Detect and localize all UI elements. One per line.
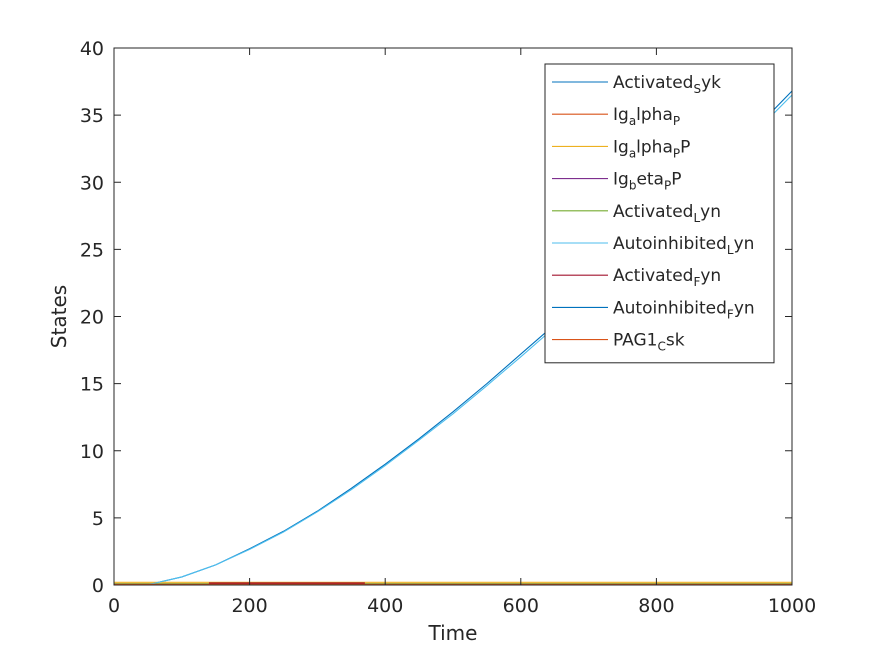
legend-text-part: yk <box>701 73 721 93</box>
x-tick-label: 200 <box>231 595 267 617</box>
y-tick-label: 10 <box>80 441 104 463</box>
legend-subscript: S <box>693 82 701 96</box>
legend-text-part: yn <box>700 202 721 222</box>
legend-text-part: yn <box>734 234 755 254</box>
x-tick-label: 1000 <box>768 595 816 617</box>
legend-subscript: F <box>693 275 700 289</box>
x-tick-label: 600 <box>503 595 539 617</box>
y-tick-label: 15 <box>80 374 104 396</box>
y-tick-label: 5 <box>92 508 104 530</box>
legend-entry-label: ActivatedLyn <box>613 202 721 225</box>
legend-entry-label: IgalphaP <box>613 105 680 128</box>
legend-subscript: a <box>629 114 636 128</box>
legend-subscript: C <box>657 340 665 354</box>
y-tick-label: 25 <box>80 239 104 261</box>
x-tick-label: 400 <box>367 595 403 617</box>
legend-entry-label: AutoinhibitedFyn <box>613 298 755 321</box>
legend-text-part: yn <box>734 298 755 318</box>
legend-text-part: Ig <box>613 170 629 190</box>
legend-subscript: P <box>664 179 671 193</box>
legend-text-part: lpha <box>636 105 673 125</box>
legend-entry-label: ActivatedFyn <box>613 266 721 289</box>
legend: ActivatedSykIgalphaPIgalphaPPIgbetaPPAct… <box>544 63 775 364</box>
legend-text-part: Autoinhibited <box>613 298 727 318</box>
legend-entry-label: ActivatedSyk <box>613 73 721 96</box>
y-axis-label: States <box>47 285 71 348</box>
y-tick-label: 35 <box>80 105 104 127</box>
legend-text-part: P <box>680 137 690 157</box>
legend-entry-label: IgbetaPP <box>613 170 682 193</box>
legend-text-part: Autoinhibited <box>613 234 727 254</box>
legend-entry-label: AutoinhibitedLyn <box>613 234 754 257</box>
legend-subscript: P <box>673 114 680 128</box>
legend-text-part: eta <box>636 170 664 190</box>
legend-text-part: Activated <box>613 73 693 93</box>
x-tick-label: 0 <box>108 595 120 617</box>
legend-subscript: F <box>727 307 734 321</box>
legend-text-part: Activated <box>613 266 693 286</box>
legend-subscript: b <box>629 179 637 193</box>
x-tick-label: 800 <box>638 595 674 617</box>
legend-text-part: Activated <box>613 202 693 222</box>
legend-subscript: L <box>727 243 734 257</box>
y-tick-label: 40 <box>80 38 104 60</box>
legend-text-part: Ig <box>613 105 629 125</box>
legend-subscript: P <box>673 146 680 160</box>
legend-subscript: L <box>693 211 700 225</box>
y-tick-label: 30 <box>80 172 104 194</box>
legend-text-part: P <box>671 170 681 190</box>
legend-text-part: PAG1 <box>613 331 657 351</box>
legend-entry-label: PAG1Csk <box>613 331 685 354</box>
legend-subscript: a <box>629 146 636 160</box>
axes-layer: 0 200 400 600 800 1000 0 5 10 15 20 25 30 35 40 <box>80 38 816 617</box>
y-tick-label: 0 <box>92 575 104 597</box>
legend-text-part: lpha <box>636 137 673 157</box>
legend-text-part: sk <box>666 331 685 351</box>
y-tick-label: 20 <box>80 307 104 329</box>
legend-text-part: Ig <box>613 137 629 157</box>
legend-text-part: yn <box>700 266 721 286</box>
legend-entry-label: IgalphaPP <box>613 137 690 160</box>
x-axis-label: Time <box>428 621 478 645</box>
